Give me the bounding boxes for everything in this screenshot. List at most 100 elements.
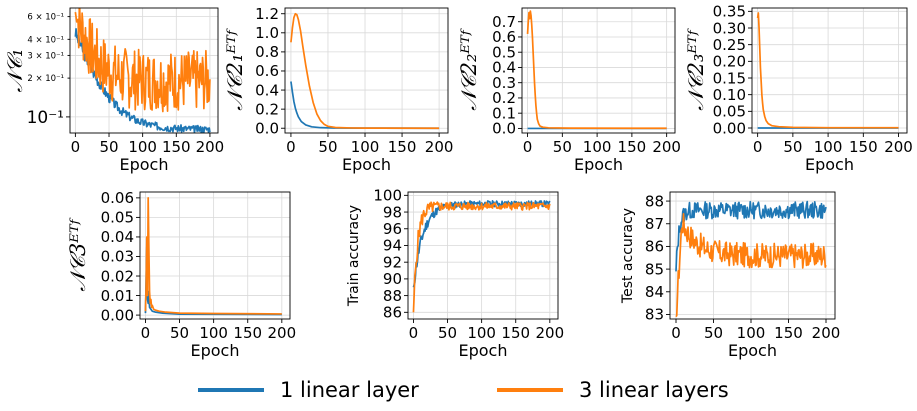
- x-tick-label: 200: [267, 324, 296, 342]
- axes-frame: [284, 7, 449, 134]
- x-tick-label: 0: [753, 138, 763, 156]
- y-axis-label: Train accuracy: [346, 205, 362, 307]
- y-tick-label: 0.01: [101, 287, 134, 305]
- chart-test: 0 50 100 150 200 83 84 85 86 87 88 Epoch Test accura…: [620, 191, 841, 360]
- y-tick-label: 0.0: [255, 119, 279, 137]
- y-tick-label: 90: [383, 270, 402, 288]
- figure-canvas: 0 50 100 150 200 10⁻¹ 2 × 10⁻¹ 3 × 10⁻¹ 4 × 10⁻¹…: [3, 3, 913, 360]
- y-tick-label: 0.00: [101, 306, 134, 324]
- y-tick-label: 0.30: [713, 19, 746, 37]
- plot-area: [140, 192, 290, 319]
- legend-label: 1 linear layer: [280, 378, 419, 402]
- x-axis-label: Epoch: [459, 341, 508, 360]
- x-tick-label: 200: [196, 138, 225, 156]
- legend: 1 linear layer 3 linear layers: [0, 370, 917, 410]
- series-line-three: [412, 201, 551, 313]
- x-tick-label: 150: [618, 138, 647, 156]
- x-tick-label: 50: [170, 324, 189, 342]
- y-tick-label: 0.04: [101, 228, 134, 246]
- chart-nc23: 0 50 100 150 200 0.000.050.100.150.200.250.30…: [684, 3, 913, 174]
- plot-area: [522, 8, 675, 133]
- x-axis-label: Epoch: [342, 155, 391, 174]
- x-axis-label: Epoch: [120, 155, 169, 174]
- y-tick-label: 1.2: [255, 5, 279, 23]
- series-line-one: [675, 200, 827, 272]
- x-tick-label: 200: [884, 138, 913, 156]
- series-line-three: [675, 213, 827, 318]
- y-tick-label: 0.4: [255, 81, 279, 99]
- x-tick-label: 0: [71, 138, 81, 156]
- series-line-three: [756, 12, 899, 129]
- y-tick-label: 0.02: [101, 267, 134, 285]
- y-tick-label: 0.03: [101, 248, 134, 266]
- x-tick-label: 150: [849, 138, 878, 156]
- y-tick-label: 0.05: [713, 103, 746, 121]
- x-tick-label: 150: [501, 324, 530, 342]
- x-tick-label: 200: [652, 138, 681, 156]
- y-tick-label: 86: [383, 304, 402, 322]
- y-tick-label: 0.0: [492, 120, 516, 138]
- y-axis-label: 𝒩𝒞3ᴱᵀᶠ: [66, 217, 90, 291]
- y-axis-label: 𝒩𝒞2₂ᴱᵀᶠ: [457, 28, 481, 111]
- legend-swatch-orange: [497, 388, 563, 392]
- series-line-three: [526, 10, 667, 130]
- legend-item-1-linear-layer: 1 linear layer: [198, 378, 419, 402]
- x-tick-label: 100: [467, 324, 496, 342]
- y-tick-label: 1.0: [255, 24, 279, 42]
- y-tick-label: 100: [373, 187, 402, 205]
- y-tick-label: 0.10: [713, 86, 746, 104]
- y-tick-label: 0.1: [492, 104, 516, 122]
- x-tick-label: 200: [535, 324, 564, 342]
- y-axis-label: 𝒩𝒞₁: [3, 49, 27, 93]
- plot-area: [408, 192, 558, 319]
- x-tick-label: 50: [783, 138, 802, 156]
- y-tick-label: 88: [645, 192, 664, 210]
- x-tick-label: 0: [523, 138, 533, 156]
- y-tick-label: 10⁻¹: [27, 108, 64, 128]
- y-tick-label: 0.6: [255, 62, 279, 80]
- plot-area: [752, 8, 907, 133]
- x-tick-label: 150: [774, 324, 803, 342]
- y-tick-label: 86: [645, 238, 664, 256]
- y-tick-label: 0.2: [255, 100, 279, 118]
- y-tick-label: 0.25: [713, 36, 746, 54]
- y-tick-label: 0.06: [101, 189, 134, 207]
- x-tick-label: 100: [351, 138, 380, 156]
- y-tick-label: 6 × 10⁻¹: [27, 13, 64, 23]
- y-tick-label: 88: [383, 287, 402, 305]
- chart-nc22: 0 50 100 150 200 0.00.10.20.30.40.50.60.7 Epoc…: [457, 7, 681, 174]
- legend-item-3-linear-layers: 3 linear layers: [497, 378, 729, 402]
- chart-nc1: 0 50 100 150 200 10⁻¹ 2 × 10⁻¹ 3 × 10⁻¹ 4 × 10⁻¹…: [3, 7, 225, 174]
- y-tick-label: 0.15: [713, 69, 746, 87]
- y-tick-label: 98: [383, 203, 402, 221]
- y-tick-label: 94: [383, 237, 402, 255]
- x-tick-label: 50: [438, 324, 457, 342]
- x-tick-label: 200: [812, 324, 841, 342]
- chart-nc21: 0 50 100 150 200 0.00.20.40.60.81.01.2 Epoch 𝒩𝒞…: [223, 5, 453, 174]
- x-tick-label: 100: [199, 324, 228, 342]
- y-tick-label: 0.7: [492, 13, 516, 31]
- y-tick-label: 0.00: [713, 119, 746, 137]
- series-line-three: [144, 197, 282, 315]
- series-line-three: [74, 8, 211, 113]
- x-tick-label: 150: [233, 324, 262, 342]
- y-axis-label: Test accuracy: [620, 208, 636, 304]
- x-tick-label: 0: [286, 138, 296, 156]
- y-tick-label: 0.20: [713, 53, 746, 71]
- y-tick-label: 0.4: [492, 59, 516, 77]
- x-tick-label: 100: [128, 138, 157, 156]
- chart-nc3: 0 50 100 150 200 0.000.01 0.020.03 0.040.05 0.06…: [66, 189, 296, 360]
- x-axis-label: Epoch: [805, 155, 854, 174]
- axes-frame: [69, 7, 219, 134]
- y-tick-label: 3 × 10⁻¹: [27, 51, 64, 61]
- x-tick-label: 150: [162, 138, 191, 156]
- axes-frame: [521, 7, 676, 134]
- y-tick-label: 0.6: [492, 28, 516, 46]
- axes-frame: [139, 191, 291, 320]
- y-axis-label: 𝒩𝒞2₁ᴱᵀᶠ: [223, 28, 247, 111]
- y-tick-label: 0.35: [713, 3, 746, 21]
- y-tick-label: 0.05: [101, 209, 134, 227]
- series-line-one: [74, 28, 211, 133]
- x-axis-label: Epoch: [728, 341, 777, 360]
- y-tick-label: 0.5: [492, 43, 516, 61]
